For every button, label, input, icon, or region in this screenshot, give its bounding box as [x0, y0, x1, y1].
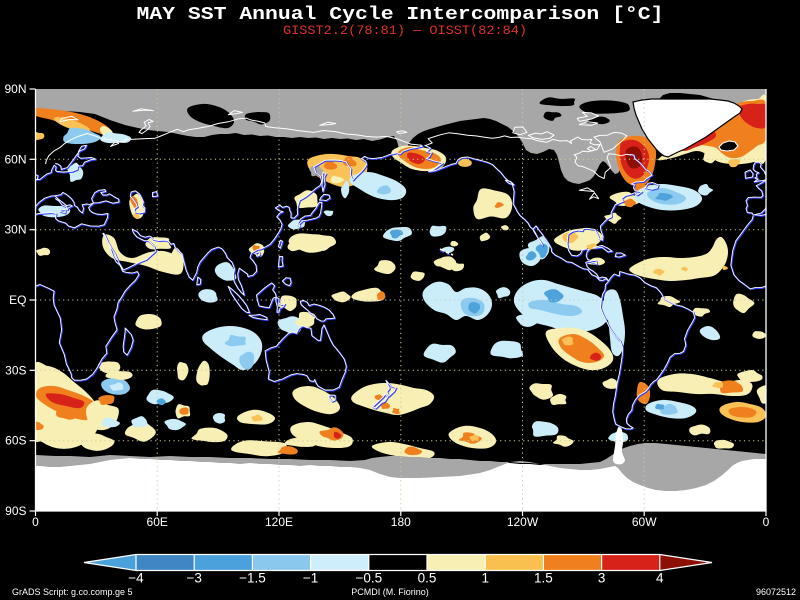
- svg-text:96072512: 96072512: [756, 587, 796, 597]
- svg-text:−1: −1: [303, 571, 318, 586]
- svg-text:180: 180: [391, 515, 411, 529]
- svg-text:120E: 120E: [265, 515, 293, 529]
- svg-text:90N: 90N: [4, 82, 26, 96]
- svg-text:MAY SST Annual Cycle Intercomp: MAY SST Annual Cycle Intercomparison [°C…: [137, 5, 664, 25]
- svg-text:0.5: 0.5: [418, 571, 437, 586]
- svg-text:4: 4: [656, 571, 664, 586]
- svg-text:90S: 90S: [5, 504, 26, 518]
- svg-text:−3: −3: [186, 571, 201, 586]
- svg-text:3: 3: [598, 571, 606, 586]
- svg-text:0: 0: [32, 515, 39, 529]
- svg-text:120W: 120W: [507, 515, 539, 529]
- svg-text:0: 0: [763, 515, 770, 529]
- svg-text:1.5: 1.5: [534, 571, 553, 586]
- svg-text:−1.5: −1.5: [239, 571, 266, 586]
- svg-text:GISST2.2(78:81) — OISST(82:84): GISST2.2(78:81) — OISST(82:84): [283, 24, 527, 38]
- svg-text:−4: −4: [128, 571, 144, 586]
- svg-text:60E: 60E: [147, 515, 168, 529]
- svg-text:−0.5: −0.5: [355, 571, 382, 586]
- svg-text:PCMDI (M. Fiorino): PCMDI (M. Fiorino): [351, 587, 429, 597]
- svg-text:EQ: EQ: [9, 293, 26, 307]
- svg-text:30N: 30N: [4, 223, 26, 237]
- svg-text:60S: 60S: [5, 434, 26, 448]
- svg-text:60N: 60N: [4, 152, 26, 166]
- svg-text:1: 1: [481, 571, 489, 586]
- svg-text:GrADS Script: g.co.comp.ge 5: GrADS Script: g.co.comp.ge 5: [12, 587, 133, 597]
- svg-text:60W: 60W: [632, 515, 657, 529]
- svg-text:30S: 30S: [5, 363, 26, 377]
